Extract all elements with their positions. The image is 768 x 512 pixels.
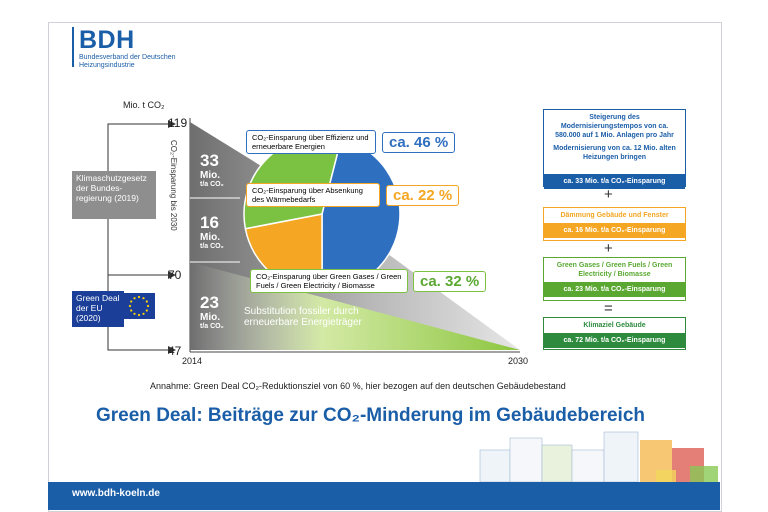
assumption-note: Annahme: Green Deal CO₂-Reduktionsziel v… — [150, 381, 566, 391]
stack-sub: t/a CO₂ — [200, 323, 224, 330]
stack-num: 16 — [200, 213, 219, 232]
measure-saving: ca. 72 Mio. t/a CO₂-Einsparung — [544, 333, 685, 348]
eu-star — [142, 312, 145, 315]
stack-num: 23 — [200, 293, 219, 312]
measure-text: Klimaziel Gebäude — [583, 322, 646, 329]
x-tick-2030: 2030 — [508, 356, 529, 366]
pct-heat: ca. 22 % — [386, 185, 460, 206]
eu-star — [130, 309, 133, 312]
measure-green-energy: Green Gases / Green Fuels / Green Electr… — [543, 257, 686, 301]
eu-star — [142, 297, 145, 300]
measure-saving: ca. 16 Mio. t/a CO₂-Einsparung — [544, 223, 685, 238]
stack-value-1: 33 Mio. t/a CO₂ — [200, 152, 224, 189]
measure-insulation: Dämmung Gebäude und Fenster ca. 16 Mio. … — [543, 207, 686, 241]
stack-unit: Mio. — [200, 312, 220, 323]
pie-label-heat: CO₂-Einsparung über Absenkung des Wärmeb… — [246, 183, 380, 207]
arrow-70 — [168, 271, 176, 279]
bdh-logo: BDH — [79, 26, 135, 54]
arrow-47 — [168, 346, 176, 354]
plus-symbol-2: + — [604, 240, 613, 257]
pct-efficiency: ca. 46 % — [382, 132, 456, 153]
measure-climate-target: Klimaziel Gebäude ca. 72 Mio. t/a CO₂-Ei… — [543, 317, 686, 350]
measure-text: Steigerung des Modernisierungstempos von… — [544, 110, 685, 174]
eu-stars — [128, 295, 150, 317]
green-deal-box: Green Deal der EU (2020) — [72, 291, 124, 327]
logo-bar — [72, 27, 74, 67]
eu-star — [146, 304, 150, 308]
klimaschutz-box: Klimaschutzgesetz der Bundes-regierung (… — [72, 171, 156, 219]
measure-saving: ca. 33 Mio. t/a CO₂-Einsparung — [544, 174, 685, 189]
stack-num: 33 — [200, 151, 219, 170]
stack-sub: t/a CO₂ — [200, 243, 224, 250]
measure-line: Steigerung des Modernisierungstempos von… — [555, 114, 674, 139]
measure-text: Green Gases / Green Fuels / Green Electr… — [556, 262, 673, 278]
vertical-axis-label: CO₂-Einsparung bis 2030 — [169, 140, 178, 231]
pie-label-efficiency: CO₂-Einsparung über Effizienz und erneue… — [246, 130, 376, 154]
pie-label-green: CO₂-Einsparung über Green Gases / Green … — [250, 269, 408, 293]
eu-star — [137, 313, 141, 317]
stack-value-2: 16 Mio. t/a CO₂ — [200, 214, 224, 251]
green-deal-label: Green Deal der EU (2020) — [76, 293, 120, 323]
eu-star — [145, 309, 148, 312]
plus-symbol-1: + — [604, 186, 613, 203]
measure-text: Dämmung Gebäude und Fenster — [560, 212, 669, 219]
y-tick-47: 47 — [168, 344, 182, 358]
eu-star — [130, 300, 133, 303]
stack-unit: Mio. — [200, 232, 220, 243]
measure-modernisation: Steigerung des Modernisierungstempos von… — [543, 109, 686, 189]
pct-green: ca. 32 % — [413, 271, 487, 292]
decorative-cubes — [479, 431, 718, 483]
arrow-119 — [168, 120, 176, 128]
y-tick-70: 70 — [168, 268, 182, 282]
measure-saving: ca. 23 Mio. t/a CO₂-Einsparung — [544, 282, 685, 297]
bracket-line — [107, 123, 168, 351]
footer-url[interactable]: www.bdh-koeln.de — [72, 488, 160, 499]
stack-unit: Mio. — [200, 170, 220, 181]
page-title: Green Deal: Beiträge zur CO₂-Minderung i… — [96, 405, 645, 426]
x-tick-2014: 2014 — [182, 356, 203, 366]
eu-star — [128, 304, 132, 308]
equals-symbol: = — [604, 300, 613, 317]
klimaschutz-label: Klimaschutzgesetz der Bundes-regierung (… — [76, 173, 147, 203]
footer-bar — [48, 482, 720, 510]
substitution-text: Substitution fossiler durch erneuerbare … — [244, 306, 362, 328]
y-tick-119: 119 — [168, 116, 188, 130]
measure-line-2: Modernisierung von ca. 12 Mio. alten Hei… — [553, 145, 676, 161]
logo-subtitle: Bundesverband der Deutschen Heizungsindu… — [79, 54, 176, 69]
eu-star — [133, 312, 136, 315]
eu-star — [137, 295, 141, 299]
eu-star — [133, 297, 136, 300]
eu-star — [145, 300, 148, 303]
stack-value-3: 23 Mio. t/a CO₂ — [200, 294, 224, 331]
axis-unit: Mio. t CO₂ — [123, 100, 165, 110]
stack-sub: t/a CO₂ — [200, 181, 224, 188]
